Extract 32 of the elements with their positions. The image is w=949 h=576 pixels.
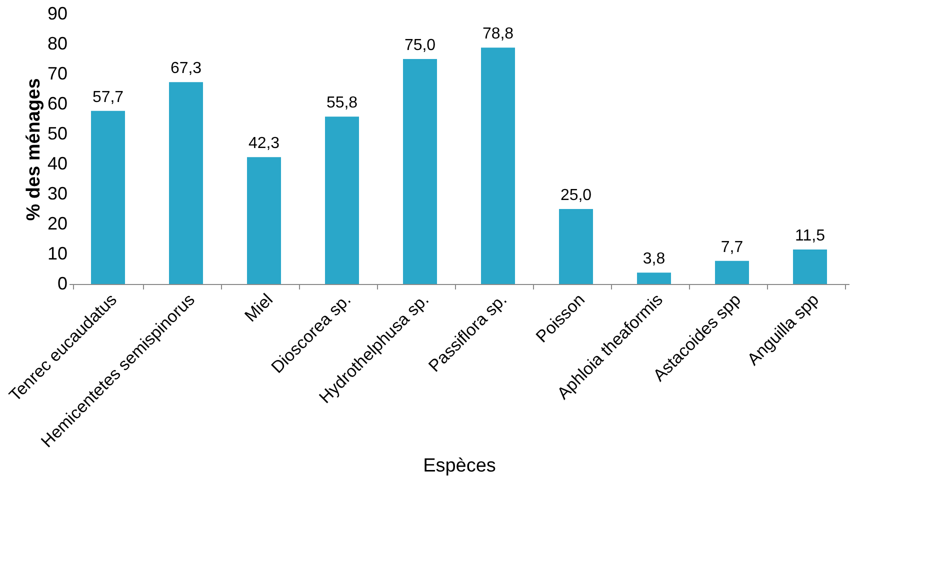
y-tick-label: 50 — [47, 124, 68, 144]
bar — [793, 250, 827, 284]
data-label: 78,8 — [482, 26, 514, 43]
bar — [637, 272, 671, 284]
y-tick-label: 60 — [47, 94, 68, 114]
x-axis-title: Espèces — [423, 455, 496, 476]
data-label: 11,5 — [795, 228, 826, 244]
data-label: 55,8 — [326, 94, 358, 112]
data-label: 7,7 — [720, 238, 744, 256]
bar — [325, 116, 359, 284]
y-axis-title: % des ménages — [23, 78, 44, 221]
y-tick-label: 30 — [47, 184, 68, 204]
bar — [247, 157, 281, 284]
y-tick-label: 0 — [57, 274, 68, 294]
bar — [91, 110, 125, 284]
data-label: 3,8 — [642, 250, 666, 268]
y-tick-label: 90 — [47, 4, 68, 24]
y-tick-label: 20 — [47, 214, 68, 234]
data-label: 67,3 — [170, 60, 202, 78]
data-label: 25,0 — [560, 187, 592, 204]
data-label: 57,7 — [92, 88, 124, 106]
bar — [559, 209, 593, 284]
bar — [403, 59, 437, 284]
y-tick-label: 10 — [47, 244, 68, 264]
bar — [481, 48, 515, 284]
data-label: 42,3 — [248, 135, 280, 152]
y-tick-label: 80 — [47, 34, 68, 54]
bar — [715, 260, 749, 284]
y-tick-label: 70 — [47, 64, 68, 84]
data-label: 75,0 — [404, 37, 436, 54]
bar — [169, 82, 203, 284]
y-tick-label: 40 — [47, 154, 68, 174]
